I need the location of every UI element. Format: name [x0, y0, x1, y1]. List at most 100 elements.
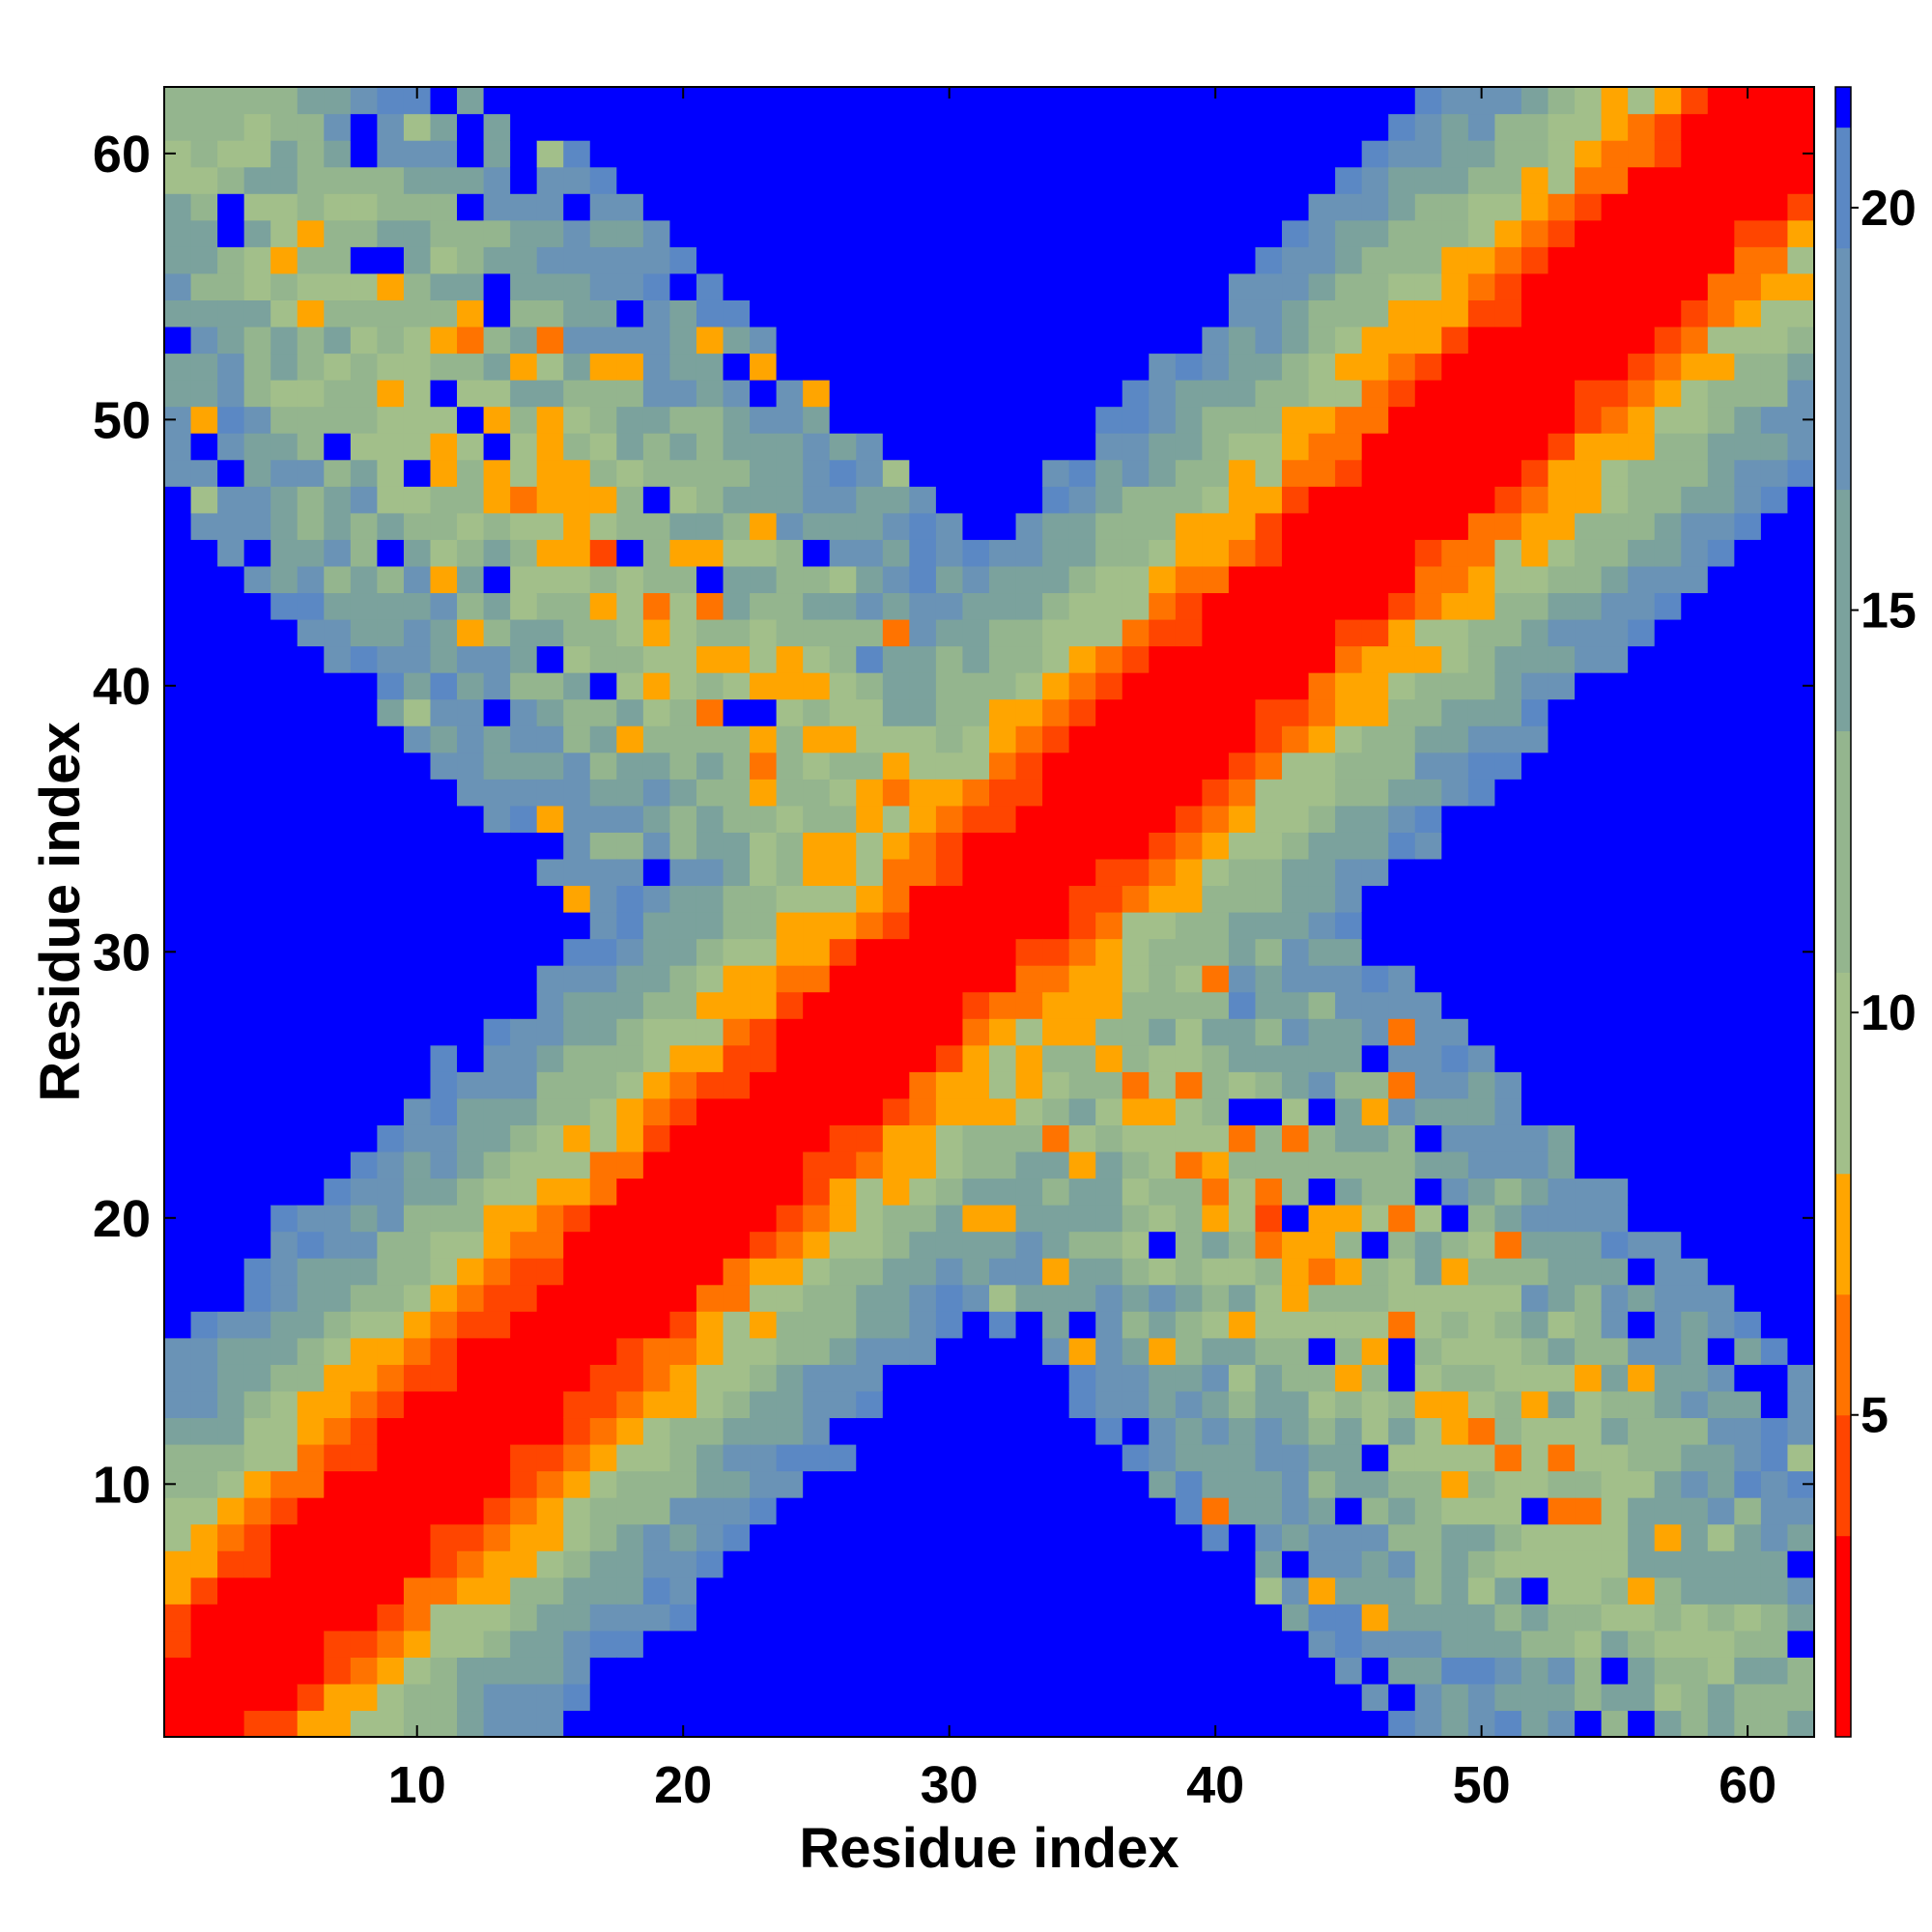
heatmap-cell — [1149, 1284, 1177, 1312]
heatmap-cell — [483, 380, 511, 408]
heatmap-cell — [536, 805, 564, 833]
heatmap-cell — [962, 965, 990, 993]
heatmap-cell — [882, 1390, 910, 1419]
heatmap-cell — [1467, 326, 1496, 355]
heatmap-cell — [1760, 1311, 1789, 1339]
heatmap-cell — [1734, 858, 1762, 887]
heatmap-cell — [483, 858, 511, 887]
heatmap-cell — [750, 565, 778, 594]
heatmap-cell — [989, 858, 1017, 887]
heatmap-cell — [403, 459, 432, 487]
heatmap-cell — [1787, 193, 1815, 221]
heatmap-cell — [1068, 1258, 1096, 1286]
heatmap-cell — [776, 991, 804, 1019]
heatmap-cell — [324, 565, 352, 594]
heatmap-cell — [297, 965, 325, 993]
heatmap-cell — [217, 1284, 245, 1312]
heatmap-cell — [190, 1390, 218, 1419]
heatmap-cell — [882, 779, 910, 807]
heatmap-cell — [829, 672, 857, 700]
heatmap-cell — [776, 299, 804, 327]
heatmap-cell — [1601, 1710, 1629, 1738]
heatmap-cell — [430, 1630, 458, 1658]
heatmap-cell — [642, 433, 671, 461]
heatmap-cell — [1095, 1523, 1123, 1551]
heatmap-cell — [1361, 698, 1389, 726]
heatmap-cell — [1575, 1151, 1603, 1179]
heatmap-cell — [1787, 1097, 1815, 1125]
heatmap-cell — [297, 672, 325, 700]
heatmap-cell — [1308, 1178, 1336, 1206]
heatmap-cell — [563, 1604, 591, 1632]
heatmap-cell — [829, 1443, 857, 1472]
heatmap-cell — [430, 406, 458, 434]
heatmap-cell — [723, 1205, 751, 1233]
heatmap-cell — [1707, 779, 1735, 807]
heatmap-cell — [1122, 1710, 1150, 1738]
heatmap-cell — [1068, 326, 1096, 355]
heatmap-cell — [1149, 1044, 1177, 1072]
heatmap-cell — [270, 592, 298, 620]
heatmap-cell — [962, 1178, 990, 1206]
heatmap-cell — [1575, 459, 1603, 487]
heatmap-cell — [589, 1550, 617, 1578]
heatmap-cell — [616, 1577, 644, 1605]
heatmap-cell — [696, 1231, 724, 1259]
heatmap-cell — [589, 1044, 617, 1072]
heatmap-cell — [1202, 698, 1230, 726]
heatmap-cell — [669, 965, 697, 993]
heatmap-cell — [1654, 1071, 1682, 1099]
heatmap-cell — [1255, 1337, 1283, 1365]
heatmap-cell — [1414, 1071, 1442, 1099]
heatmap-cell — [642, 565, 671, 594]
heatmap-cell — [1255, 1523, 1283, 1551]
heatmap-cell — [989, 645, 1017, 673]
heatmap-cell — [1255, 1497, 1283, 1525]
heatmap-cell — [1388, 1284, 1416, 1312]
heatmap-cell — [935, 1337, 964, 1365]
heatmap-cell — [1149, 565, 1177, 594]
heatmap-cell — [1494, 1258, 1522, 1286]
heatmap-cell — [457, 1337, 485, 1365]
heatmap-cell — [723, 1178, 751, 1206]
heatmap-cell — [164, 1550, 192, 1578]
heatmap-cell — [1787, 87, 1815, 115]
heatmap-cell — [1228, 1018, 1257, 1046]
heatmap-cell — [1628, 1470, 1656, 1498]
heatmap-cell — [616, 1311, 644, 1339]
heatmap-cell — [1707, 1151, 1735, 1179]
heatmap-cell — [324, 1231, 352, 1259]
heatmap-cell — [1520, 1124, 1549, 1152]
heatmap-cell — [1760, 1071, 1789, 1099]
heatmap-cell — [1335, 166, 1363, 194]
heatmap-cell — [430, 779, 458, 807]
heatmap-cell — [882, 885, 910, 913]
heatmap-cell — [1388, 1604, 1416, 1632]
heatmap-cell — [483, 1683, 511, 1712]
heatmap-cell — [882, 246, 910, 274]
heatmap-cell — [1520, 858, 1549, 887]
heatmap-cell — [589, 272, 617, 300]
heatmap-cell — [1068, 965, 1096, 993]
heatmap-cell — [1548, 353, 1576, 381]
heatmap-cell — [510, 779, 538, 807]
heatmap-cell — [350, 1443, 378, 1472]
heatmap-cell — [1228, 752, 1257, 780]
heatmap-cell — [1548, 246, 1576, 274]
heatmap-cell — [1787, 1311, 1815, 1339]
heatmap-cell — [1548, 1497, 1576, 1525]
heatmap-cell — [750, 512, 778, 540]
heatmap-cell — [750, 965, 778, 993]
heatmap-cell — [403, 1577, 432, 1605]
heatmap-cell — [1414, 592, 1442, 620]
heatmap-cell — [1520, 885, 1549, 913]
heatmap-cell — [1175, 618, 1203, 647]
heatmap-cell — [1548, 1018, 1576, 1046]
heatmap-cell — [536, 512, 564, 540]
heatmap-cell — [1441, 1178, 1469, 1206]
heatmap-cell — [642, 1657, 671, 1685]
heatmap-cell — [510, 459, 538, 487]
heatmap-cell — [563, 779, 591, 807]
heatmap-cell — [1388, 246, 1416, 274]
heatmap-cell — [856, 166, 884, 194]
